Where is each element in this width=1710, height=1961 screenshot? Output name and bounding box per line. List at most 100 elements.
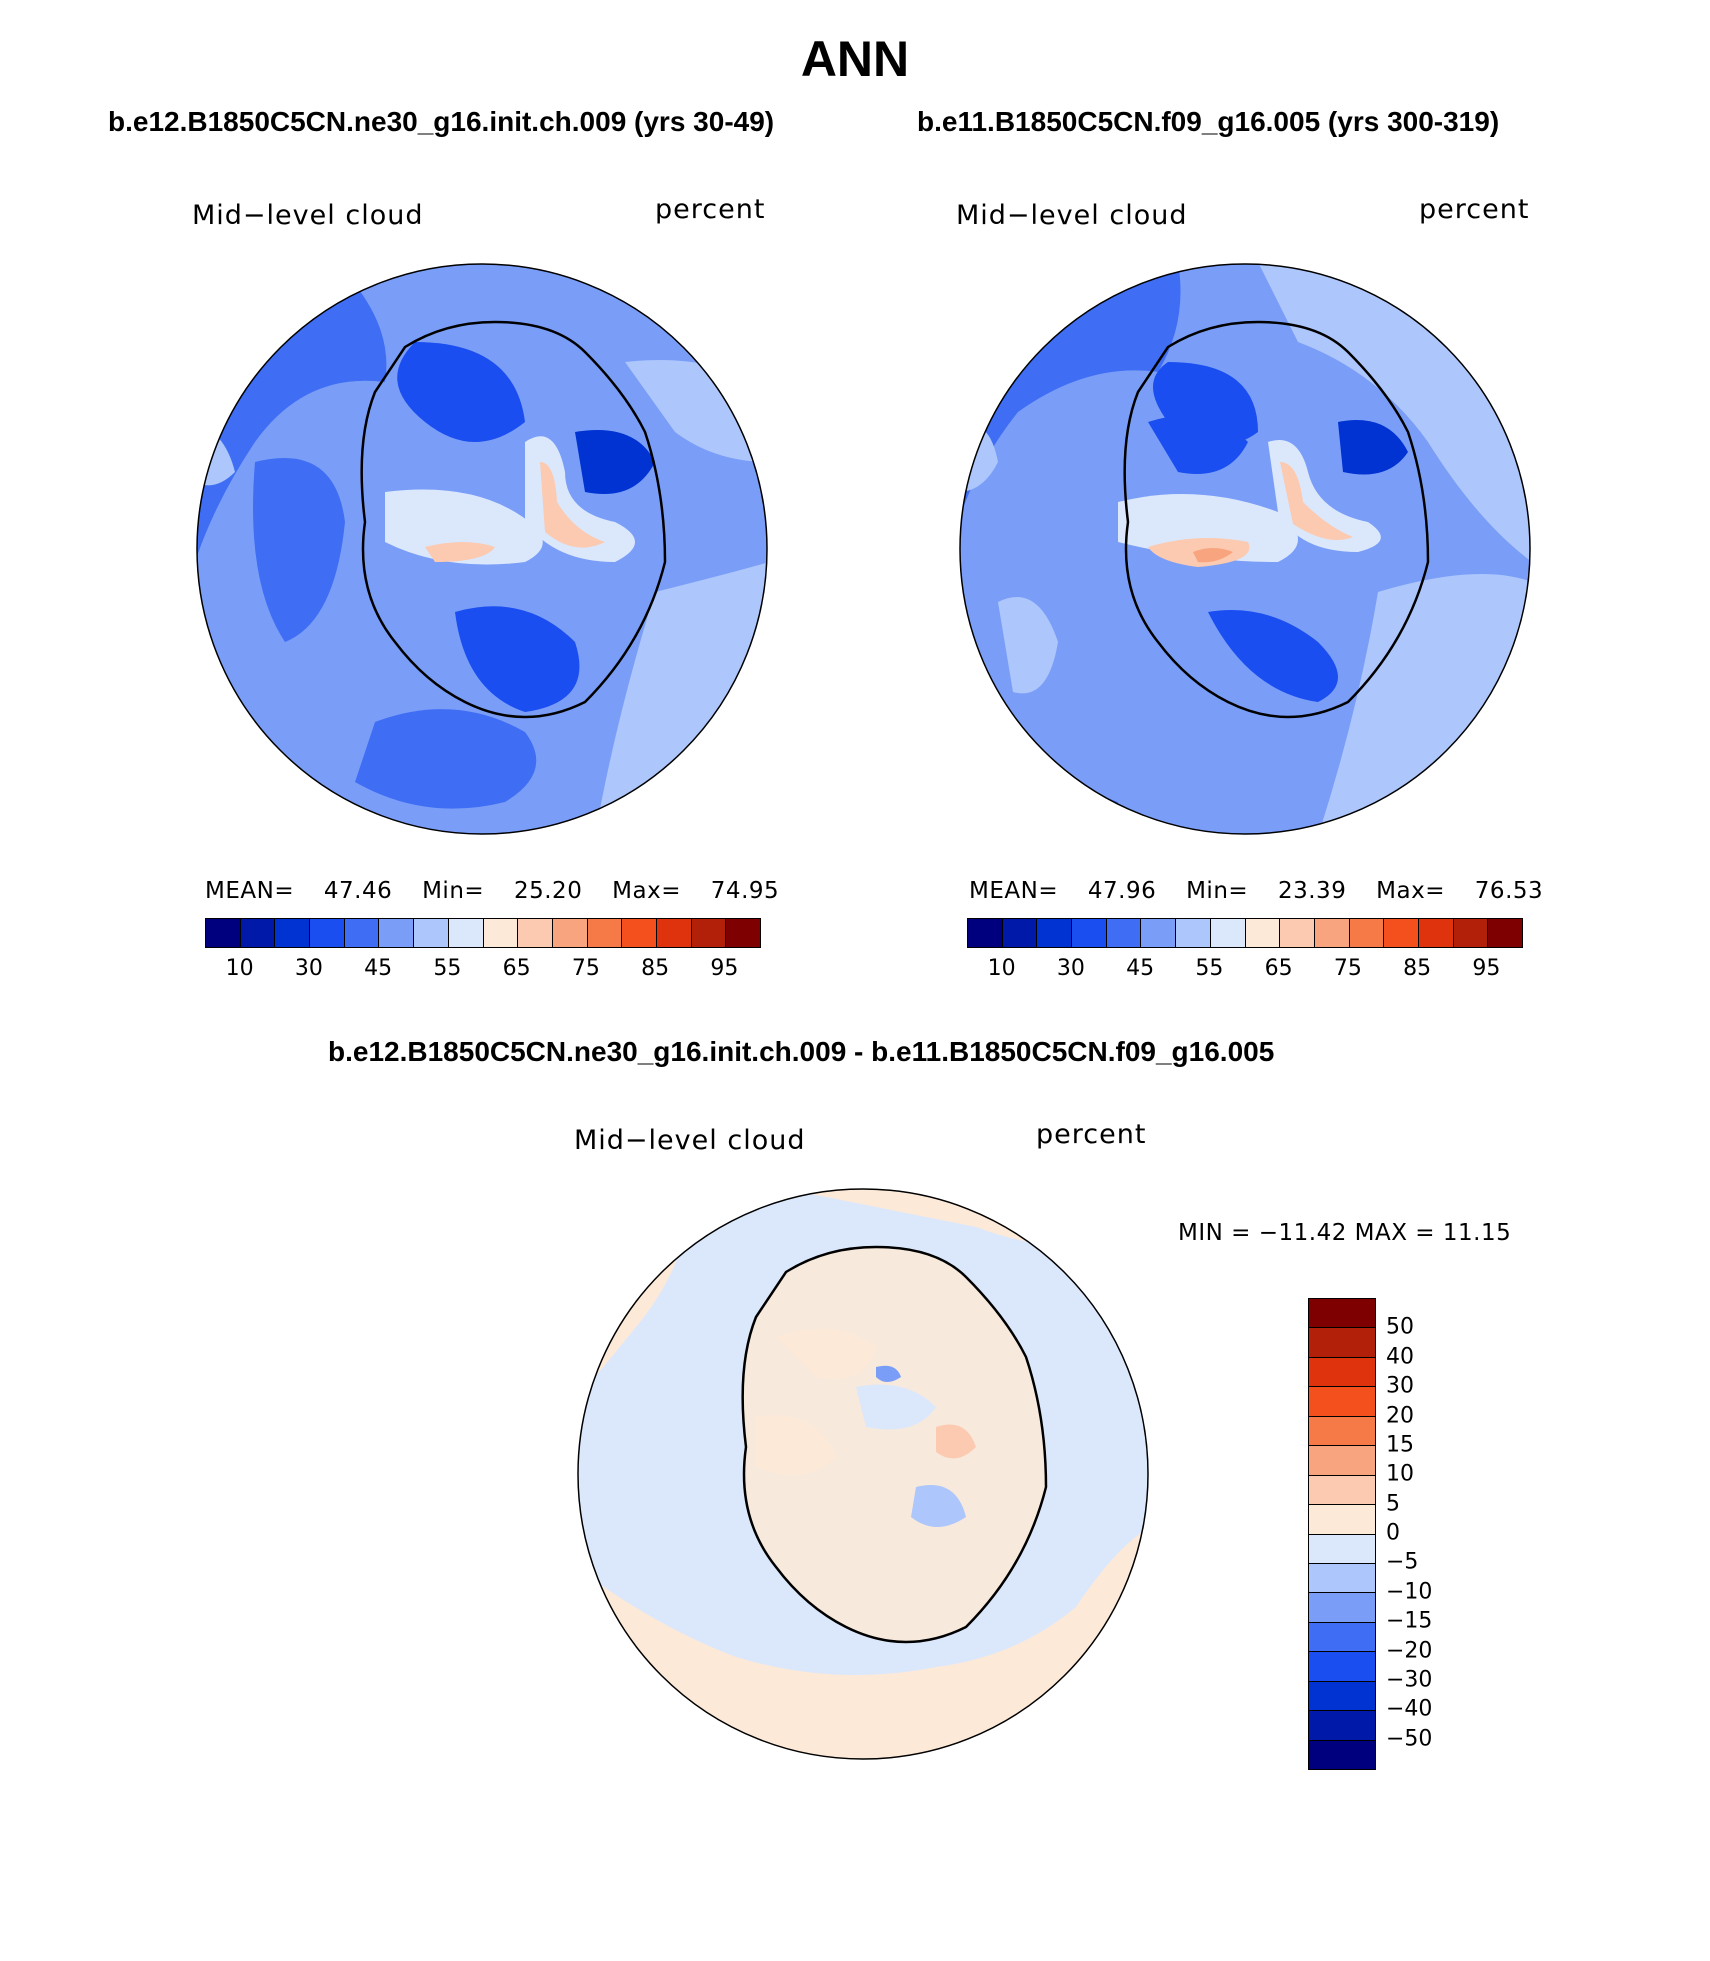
panel2-colorbar-swatch — [1453, 919, 1489, 947]
panel2-colorbar-swatch — [1002, 919, 1038, 947]
panel2-variable-label: Mid−level cloud — [956, 200, 1188, 231]
panel2-max-label: Max= — [1376, 878, 1445, 904]
panel1-max-value: 74.95 — [710, 878, 780, 904]
panel1-colorbar-tick-label: 75 — [571, 956, 600, 981]
panel1-mean-value: 47.46 — [323, 878, 393, 904]
panel1-polar-map — [196, 263, 768, 835]
panel2-colorbar-tick-label: 65 — [1264, 956, 1293, 981]
panel1-colorbar-swatch — [483, 919, 519, 947]
diff-units-label: percent — [1036, 1119, 1147, 1150]
diff-colorbar-tick-label: 40 — [1386, 1344, 1414, 1370]
panel1-colorbar — [205, 918, 761, 948]
diff-colorbar-swatch — [1309, 1387, 1375, 1417]
panel1-variable-label: Mid−level cloud — [192, 200, 424, 231]
panel2-colorbar-swatch — [1176, 919, 1211, 947]
diff-colorbar-tick-label: −50 — [1386, 1726, 1433, 1752]
panel1-units-label: percent — [655, 194, 766, 225]
panel2-min-value: 23.39 — [1277, 878, 1347, 904]
diff-colorbar-swatch — [1309, 1475, 1375, 1506]
panel2-colorbar-swatch — [1280, 919, 1315, 947]
panel1-colorbar-swatch — [587, 919, 623, 947]
diff-colorbar-tick-label: 20 — [1386, 1403, 1414, 1428]
diff-colorbar-swatch — [1309, 1416, 1375, 1447]
diff-colorbar-tick-label: 50 — [1386, 1314, 1414, 1340]
panel2-colorbar-swatch — [1037, 919, 1073, 947]
panel1-colorbar-swatch — [448, 919, 484, 947]
panel1-stats: MEAN= 47.46 Min= 25.20 Max= 74.95 — [205, 878, 779, 904]
panel2-colorbar-swatch — [1349, 919, 1385, 947]
diff-colorbar-swatch — [1309, 1505, 1375, 1535]
diff-colorbar-swatch — [1309, 1534, 1375, 1564]
diff-colorbar-tick-label: 30 — [1386, 1373, 1414, 1399]
diff-colorbar-swatch — [1309, 1446, 1375, 1476]
panel2-min-label: Min= — [1186, 878, 1249, 904]
panel1-colorbar-swatch — [379, 919, 415, 947]
diff-colorbar-swatch — [1309, 1652, 1375, 1682]
figure-title: ANN — [800, 31, 910, 87]
panel2-colorbar-swatch — [968, 919, 1003, 947]
panel1-colorbar-swatch — [726, 919, 760, 947]
panel2-colorbar — [967, 918, 1523, 948]
panel1-colorbar-swatch — [310, 919, 345, 947]
panel1-colorbar-tick-label: 55 — [433, 956, 462, 981]
panel1-colorbar-swatch — [414, 919, 449, 947]
diff-colorbar-swatch — [1309, 1681, 1375, 1712]
panel1-mean-label: MEAN= — [205, 878, 295, 904]
diff-colorbar-swatch — [1309, 1711, 1375, 1741]
diff-colorbar-labels: 50 40 30 20 15 10 5 0 −5 −10 −15 −20 −30 −40 −50 — [1386, 1298, 1486, 1768]
panel2-units-label: percent — [1419, 194, 1530, 225]
panel1-colorbar-tick-label: 95 — [710, 956, 739, 981]
panel2-colorbar-tick-label: 75 — [1333, 956, 1362, 981]
panel1-colorbar-tick-label: 10 — [225, 956, 254, 981]
panel2-run-title: b.e11.B1850C5CN.f09_g16.005 (yrs 300-319… — [917, 106, 1500, 137]
panel1-colorbar-swatch — [206, 919, 241, 947]
diff-colorbar-tick-label: 0 — [1386, 1520, 1400, 1546]
panel1-colorbar-swatch — [552, 919, 588, 947]
diff-colorbar — [1308, 1298, 1376, 1770]
panel2-colorbar-swatch — [1418, 919, 1454, 947]
panel1-colorbar-swatch — [656, 919, 692, 947]
panel1-min-label: Min= — [422, 878, 485, 904]
panel2-colorbar-swatch — [1384, 919, 1419, 947]
panel2-max-value: 76.53 — [1474, 878, 1544, 904]
panel1-colorbar-swatch — [344, 919, 380, 947]
panel2-colorbar-swatch — [1106, 919, 1142, 947]
diff-colorbar-swatch — [1309, 1299, 1375, 1329]
diff-colorbar-tick-label: −15 — [1386, 1608, 1433, 1634]
panel2-colorbar-tick-label: 10 — [987, 956, 1016, 981]
panel1-colorbar-tick-label: 85 — [641, 956, 670, 981]
diff-colorbar-tick-label: −30 — [1386, 1667, 1433, 1693]
panel2-mean-label: MEAN= — [969, 878, 1059, 904]
panel2-colorbar-tick-label: 30 — [1056, 956, 1085, 981]
diff-minmax: MIN = −11.42 MAX = 11.15 — [1178, 1220, 1512, 1246]
panel2-colorbar-tick-label: 85 — [1403, 956, 1432, 981]
panel2-colorbar-swatch — [1072, 919, 1107, 947]
panel2-polar-map — [959, 263, 1531, 835]
diff-colorbar-tick-label: −40 — [1386, 1696, 1433, 1722]
panel2-mean-value: 47.96 — [1087, 878, 1157, 904]
diff-title: b.e12.B1850C5CN.ne30_g16.init.ch.009 - b… — [328, 1036, 1275, 1067]
panel2-colorbar-swatch — [1314, 919, 1350, 947]
panel1-colorbar-labels: 10 30 45 55 65 75 85 95 — [205, 956, 759, 984]
panel1-run-title: b.e12.B1850C5CN.ne30_g16.init.ch.009 (yr… — [108, 106, 775, 137]
diff-colorbar-tick-label: −5 — [1386, 1549, 1419, 1575]
panel1-colorbar-tick-label: 30 — [294, 956, 323, 981]
diff-colorbar-tick-label: 10 — [1386, 1461, 1414, 1487]
panel2-colorbar-swatch — [1141, 919, 1177, 947]
panel1-colorbar-swatch — [622, 919, 657, 947]
panel1-colorbar-swatch — [691, 919, 727, 947]
panel2-colorbar-tick-label: 45 — [1126, 956, 1155, 981]
panel1-colorbar-swatch — [240, 919, 276, 947]
diff-colorbar-swatch — [1309, 1357, 1375, 1388]
diff-colorbar-swatch — [1309, 1740, 1375, 1769]
panel2-colorbar-swatch — [1210, 919, 1246, 947]
diff-polar-map — [577, 1188, 1149, 1760]
diff-colorbar-swatch — [1309, 1328, 1375, 1358]
diff-variable-label: Mid−level cloud — [574, 1125, 806, 1156]
diff-colorbar-swatch — [1309, 1563, 1375, 1594]
diff-colorbar-tick-label: 5 — [1386, 1491, 1400, 1517]
panel2-colorbar-tick-label: 55 — [1195, 956, 1224, 981]
panel1-min-value: 25.20 — [513, 878, 583, 904]
panel1-colorbar-tick-label: 45 — [364, 956, 393, 981]
panel1-colorbar-swatch — [275, 919, 311, 947]
